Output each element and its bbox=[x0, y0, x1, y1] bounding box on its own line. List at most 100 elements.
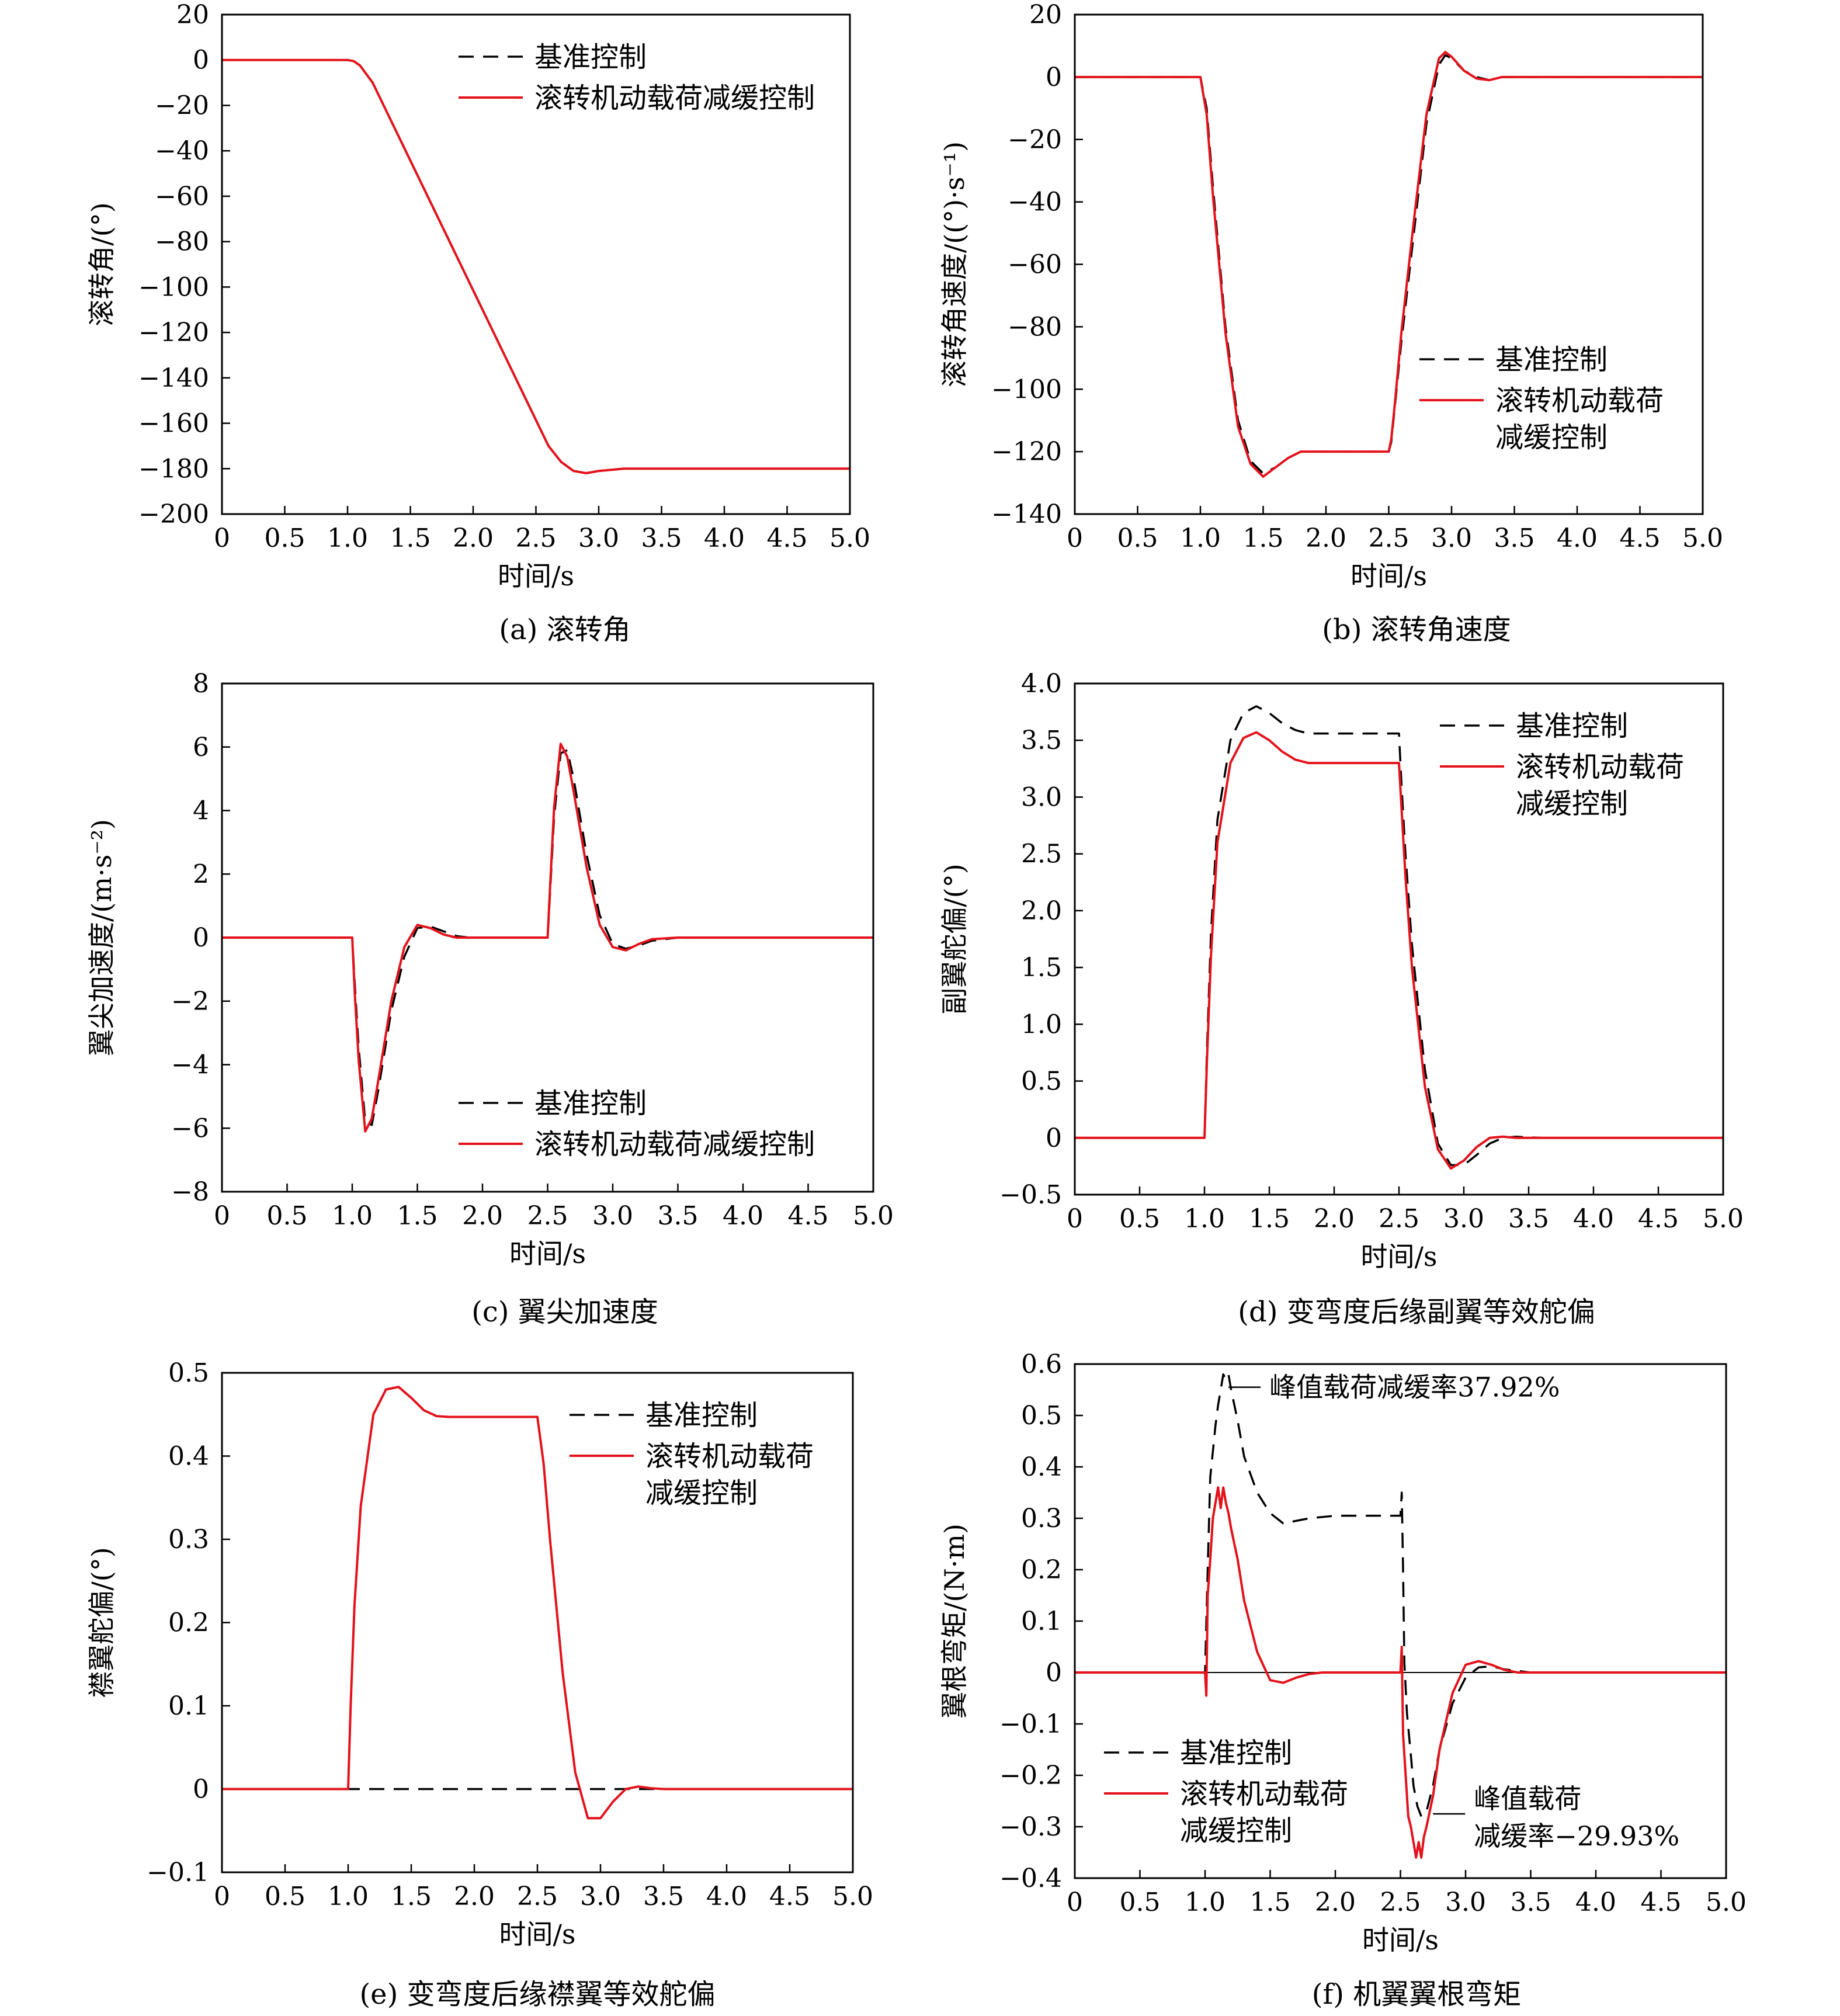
x-tick-label: 5.0 bbox=[853, 1201, 894, 1231]
y-tick-label: 3.0 bbox=[1021, 782, 1062, 812]
caption-aileron-deflection: (d) 变弯度后缘副翼等效舵偏 bbox=[1238, 1296, 1595, 1328]
y-tick-label: −60 bbox=[155, 182, 209, 211]
x-tick-label: 0 bbox=[214, 523, 230, 553]
y-tick-label: 0.5 bbox=[168, 1358, 209, 1388]
x-tick-label: 4.5 bbox=[1641, 1887, 1682, 1917]
x-tick-label: 5.0 bbox=[1706, 1887, 1747, 1917]
x-tick-label: 0 bbox=[1067, 1204, 1083, 1234]
x-tick-label: 4.0 bbox=[1557, 523, 1598, 553]
plot-frame bbox=[221, 682, 874, 1193]
y-axis-title: 翼尖加速度/(m·s⁻²) bbox=[86, 819, 117, 1056]
caption-wing-root-bending-moment: (f) 机翼翼根弯矩 bbox=[1312, 1978, 1521, 2011]
control-series-line bbox=[1075, 1486, 1726, 1859]
x-tick-label: 3.0 bbox=[578, 523, 619, 553]
y-axis-title: 襟翼舵偏/(°) bbox=[86, 1547, 117, 1698]
x-tick-label: 2.5 bbox=[1369, 523, 1409, 553]
y-tick-label: 0 bbox=[1046, 63, 1062, 92]
y-tick-label: −0.5 bbox=[999, 1180, 1062, 1210]
x-tick-label: 0 bbox=[1067, 1887, 1083, 1917]
x-tick-label: 1.0 bbox=[1180, 523, 1221, 553]
plot-frame bbox=[221, 1372, 854, 1873]
x-tick-label: 0.5 bbox=[1120, 1887, 1161, 1917]
control-series-line bbox=[222, 58, 850, 474]
y-tick-label: −160 bbox=[138, 409, 209, 439]
y-tick-label: −0.4 bbox=[999, 1864, 1062, 1893]
y-tick-label: −20 bbox=[1008, 125, 1062, 155]
y-tick-label: −40 bbox=[155, 136, 209, 166]
y-tick-label: 0.3 bbox=[1021, 1504, 1062, 1533]
x-tick-label: 3.0 bbox=[1445, 1887, 1486, 1917]
panel-roll-angle: (a) 滚转角 0 0.5 1.0 1.5 2.0 2.5 3.0 3.5 4.0 4.5 5.0 2… bbox=[86, 0, 870, 646]
x-tick-label: 5.0 bbox=[1703, 1204, 1744, 1234]
x-tick-label: 4.0 bbox=[704, 523, 745, 553]
x-tick-label: 3.5 bbox=[1511, 1887, 1551, 1917]
x-axis-title: 时间/s bbox=[509, 1238, 586, 1269]
y-tick-label: −40 bbox=[1008, 188, 1062, 217]
y-tick-label: −0.1 bbox=[147, 1858, 209, 1887]
x-axis-title: 时间/s bbox=[1351, 560, 1427, 592]
x-tick-label: 3.5 bbox=[641, 523, 682, 553]
x-tick-label: 2.5 bbox=[527, 1201, 568, 1231]
x-tick-label: 0 bbox=[214, 1882, 230, 1911]
x-tick-label: 4.0 bbox=[723, 1201, 763, 1231]
y-tick-label: −2 bbox=[171, 987, 209, 1016]
y-tick-label: 6 bbox=[193, 733, 209, 762]
x-tick-label: 2.0 bbox=[1306, 523, 1346, 553]
y-tick-label: 0.2 bbox=[1021, 1555, 1062, 1585]
x-tick-label: 5.0 bbox=[829, 523, 870, 553]
control-series-line bbox=[222, 742, 873, 1133]
x-tick-label: 1.0 bbox=[1184, 1204, 1225, 1234]
annotation-text: 峰值载荷减缓率37.92% bbox=[1269, 1372, 1560, 1403]
y-tick-label: 20 bbox=[1029, 0, 1062, 30]
y-axis-title: 滚转角/(°) bbox=[86, 202, 117, 326]
x-tick-label: 0.5 bbox=[1117, 523, 1158, 553]
plot-frame bbox=[221, 13, 851, 515]
y-tick-label: −0.2 bbox=[999, 1761, 1062, 1791]
y-tick-label: −0.1 bbox=[999, 1709, 1062, 1739]
baseline-series-line bbox=[222, 58, 850, 474]
y-tick-label: 0.2 bbox=[168, 1608, 209, 1638]
x-tick-label: 3.5 bbox=[1508, 1204, 1549, 1234]
x-tick-label: 1.0 bbox=[328, 1882, 369, 1911]
x-tick-label: 4.5 bbox=[769, 1882, 810, 1911]
legend-baseline-label: 基准控制 bbox=[534, 1087, 647, 1120]
y-tick-label: −4 bbox=[171, 1050, 209, 1080]
baseline-series-line bbox=[1075, 705, 1723, 1167]
y-tick-label: 0 bbox=[193, 46, 209, 75]
legend-baseline-label: 基准控制 bbox=[1495, 343, 1608, 376]
y-tick-label: 0.1 bbox=[1021, 1606, 1062, 1636]
x-tick-label: 3.5 bbox=[658, 1201, 699, 1231]
panel-aileron-deflection: (d) 变弯度后缘副翼等效舵偏 0 0.5 1.0 1.5 2.0 2.5 3.0 3.5 4.… bbox=[939, 669, 1744, 1328]
legend-baseline-label: 基准控制 bbox=[1180, 1737, 1292, 1769]
y-tick-label: −200 bbox=[138, 499, 209, 529]
x-tick-label: 5.0 bbox=[832, 1882, 873, 1911]
x-tick-label: 1.0 bbox=[1185, 1887, 1225, 1917]
y-tick-label: 0.5 bbox=[1021, 1067, 1062, 1097]
x-tick-label: 2.0 bbox=[454, 1882, 495, 1911]
y-tick-label: −100 bbox=[991, 374, 1062, 404]
y-tick-label: −140 bbox=[991, 499, 1062, 529]
y-tick-label: −100 bbox=[138, 272, 209, 302]
x-tick-label: 4.5 bbox=[1638, 1204, 1679, 1234]
x-tick-label: 1.0 bbox=[327, 523, 368, 553]
panel-wingtip-acceleration: (c) 翼尖加速度 0 0.5 1.0 1.5 2.0 2.5 3.0 3.5 4.0 4.5 5.… bbox=[86, 669, 894, 1328]
x-tick-label: 0.5 bbox=[265, 1882, 305, 1911]
x-tick-label: 3.0 bbox=[1443, 1204, 1484, 1234]
legend-control-label-line1: 滚转机动载荷 bbox=[1180, 1778, 1348, 1810]
y-tick-label: 0 bbox=[193, 923, 209, 953]
panel-roll-rate: (b) 滚转角速度 0 0.5 1.0 1.5 2.0 2.5 3.0 3.5 4.0 4.5 5.… bbox=[939, 0, 1723, 646]
y-axis-title: 翼根弯矩/(N·m) bbox=[939, 1524, 970, 1719]
x-tick-label: 4.0 bbox=[1575, 1887, 1616, 1917]
x-tick-label: 1.5 bbox=[1249, 1204, 1290, 1234]
y-tick-label: −8 bbox=[171, 1177, 209, 1207]
y-tick-label: 0.6 bbox=[1021, 1349, 1062, 1379]
y-tick-label: −6 bbox=[171, 1113, 209, 1143]
legend-baseline-label: 基准控制 bbox=[1516, 710, 1628, 742]
x-tick-label: 2.5 bbox=[1379, 1204, 1419, 1234]
y-tick-label: −0.3 bbox=[999, 1812, 1062, 1842]
x-tick-label: 4.0 bbox=[1573, 1204, 1614, 1234]
x-tick-label: 2.0 bbox=[1315, 1887, 1356, 1917]
